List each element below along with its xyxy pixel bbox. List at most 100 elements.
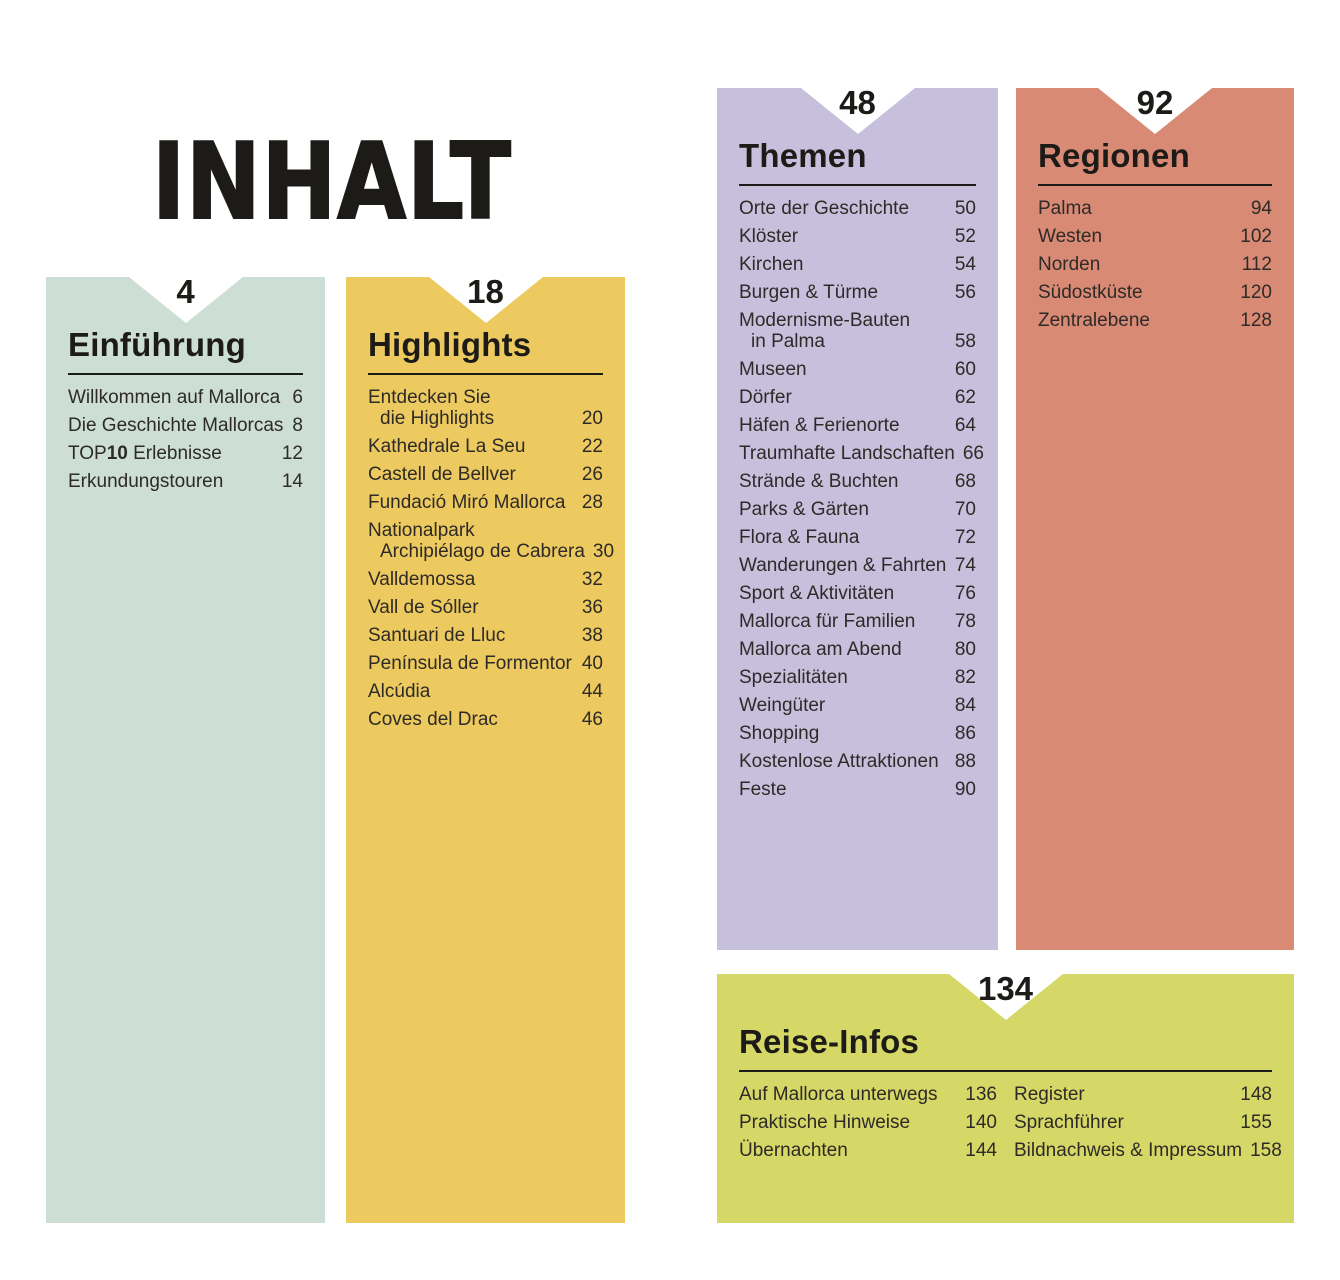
- toc-entry: Feste 90: [739, 779, 976, 800]
- toc-entry: Norden 112: [1038, 254, 1272, 275]
- entry-label: Register: [1014, 1084, 1085, 1105]
- entry-page-number: 28: [581, 492, 603, 513]
- heading-rule: [1038, 184, 1272, 186]
- toc-entry: Traumhafte Landschaften 66: [739, 443, 984, 464]
- entry-page-number: 94: [1250, 198, 1272, 219]
- chapter-start-page: 48: [839, 84, 876, 121]
- entry-page-number: 54: [954, 254, 976, 275]
- entry-label: Shopping: [739, 723, 820, 744]
- entry-label: Mallorca für Familien: [739, 611, 916, 632]
- toc-entry-list: Willkommen auf Mallorca 6 Die Geschichte M…: [68, 387, 303, 492]
- panel-heading: Highlights: [368, 326, 532, 363]
- toc-entry: Modernisme-Bauten in Palma 58: [739, 310, 976, 352]
- entry-page-number: 70: [954, 499, 976, 520]
- toc-entry: Weingüter 84: [739, 695, 976, 716]
- entry-label: Kostenlose Attraktionen: [739, 751, 939, 772]
- entry-page-number: 32: [581, 569, 603, 590]
- toc-entry: Die Geschichte Mallorcas 8: [68, 415, 303, 436]
- toc-entry: Museen 60: [739, 359, 976, 380]
- toc-entry: Spezialitäten 82: [739, 667, 976, 688]
- entry-page-number: 46: [581, 709, 603, 730]
- chapter-start-page: 18: [467, 273, 504, 310]
- toc-columns: Auf Mallorca unterwegs 136 Praktische Hinw…: [739, 1084, 1282, 1168]
- toc-entry: Sprachführer 155: [1014, 1112, 1272, 1133]
- entry-page-number: 66: [962, 443, 984, 464]
- toc-entry-list: Auf Mallorca unterwegs 136 Praktische Hinw…: [739, 1084, 997, 1168]
- entry-label: Übernachten: [739, 1140, 848, 1161]
- toc-entry: Dörfer 62: [739, 387, 976, 408]
- entry-page-number: 62: [954, 387, 976, 408]
- toc-entry: Parks & Gärten 70: [739, 499, 976, 520]
- panel-highlights: 18 Highlights Entdecken Sie die Highlight…: [346, 273, 625, 1223]
- toc-entry: Wanderungen & Fahrten 74: [739, 555, 976, 576]
- entry-page-number: 20: [581, 408, 603, 429]
- toc-entry-list: Register 148 Sprachführer 155 Bildnachweis &…: [1014, 1084, 1282, 1168]
- entry-page-number: 88: [954, 751, 976, 772]
- toc-entry: Bildnachweis & Impressum 158: [1014, 1140, 1282, 1161]
- entry-label: Klöster: [739, 226, 799, 247]
- entry-label: Häfen & Ferienorte: [739, 415, 900, 436]
- toc-entry: Flora & Fauna 72: [739, 527, 976, 548]
- entry-page-number: 68: [954, 471, 976, 492]
- entry-label: Strände & Buchten: [739, 471, 899, 492]
- toc-entry: Nationalpark Archipiélago de Cabrera 30: [368, 520, 614, 562]
- toc-entry: Kostenlose Attraktionen 88: [739, 751, 976, 772]
- entry-label: Dörfer: [739, 387, 792, 408]
- toc-entry-list: Palma 94 Westen 102 Norden 112 Südostküste 120 Z…: [1038, 198, 1272, 331]
- entry-label: Bildnachweis & Impressum: [1014, 1140, 1243, 1161]
- toc-entry: Península de Formentor 40: [368, 653, 603, 674]
- entry-page-number: 36: [581, 597, 603, 618]
- entry-page-number: 64: [954, 415, 976, 436]
- toc-entry: Palma 94: [1038, 198, 1272, 219]
- toc-entry: Coves del Drac 46: [368, 709, 603, 730]
- toc-entry: Häfen & Ferienorte 64: [739, 415, 976, 436]
- entry-label: Mallorca am Abend: [739, 639, 902, 660]
- entry-page-number: 120: [1240, 282, 1272, 303]
- entry-label: Kathedrale La Seu: [368, 436, 526, 457]
- toc-entry: Entdecken Sie die Highlights 20: [368, 387, 603, 429]
- entry-page-number: 8: [292, 415, 303, 436]
- toc-entry: Alcúdia 44: [368, 681, 603, 702]
- entry-label: Norden: [1038, 254, 1101, 275]
- entry-page-number: 148: [1240, 1084, 1272, 1105]
- entry-page-number: 6: [292, 387, 303, 408]
- entry-page-number: 74: [954, 555, 976, 576]
- toc-entry: Valldemossa 32: [368, 569, 603, 590]
- entry-page-number: 90: [954, 779, 976, 800]
- entry-label: Castell de Bellver: [368, 464, 516, 485]
- panel-regionen: 92 Regionen Palma 94 Westen 102 Norden 112 Süd…: [1016, 86, 1294, 950]
- entry-label: Flora & Fauna: [739, 527, 860, 548]
- entry-label: Westen: [1038, 226, 1103, 247]
- toc-entry: Mallorca für Familien 78: [739, 611, 976, 632]
- heading-rule: [739, 184, 976, 186]
- entry-label: Feste: [739, 779, 787, 800]
- entry-page-number: 60: [954, 359, 976, 380]
- toc-entry: Kathedrale La Seu 22: [368, 436, 603, 457]
- toc-entry: TOP10 Erlebnisse 12: [68, 443, 303, 464]
- toc-entry: Kirchen 54: [739, 254, 976, 275]
- toc-entry: Fundació Miró Mallorca 28: [368, 492, 603, 513]
- toc-entry: Sport & Aktivitäten 76: [739, 583, 976, 604]
- toc-entry: Mallorca am Abend 80: [739, 639, 976, 660]
- entry-page-number: 12: [281, 443, 303, 464]
- panel-reise-infos: 134 Reise-Infos Auf Mallorca unterwegs 13…: [717, 972, 1294, 1223]
- toc-entry: Zentralebene 128: [1038, 310, 1272, 331]
- toc-entry: Shopping 86: [739, 723, 976, 744]
- entry-page-number: 112: [1241, 254, 1272, 275]
- entry-page-number: 72: [954, 527, 976, 548]
- entry-label: Fundació Miró Mallorca: [368, 492, 566, 513]
- toc-entry: Südostküste 120: [1038, 282, 1272, 303]
- entry-label: Traumhafte Landschaften: [739, 443, 955, 464]
- entry-page-number: 140: [965, 1112, 997, 1133]
- entry-page-number: 40: [581, 653, 603, 674]
- entry-label: Die Geschichte Mallorcas: [68, 415, 284, 436]
- entry-page-number: 44: [581, 681, 603, 702]
- entry-label: Nationalpark Archipiélago de Cabrera: [368, 520, 585, 562]
- notch-triangle: [800, 88, 915, 134]
- entry-page-number: 38: [581, 625, 603, 646]
- toc-entry: Auf Mallorca unterwegs 136: [739, 1084, 997, 1105]
- panel-themen: 48 Themen Orte der Geschichte 50 Klöster 52…: [717, 84, 998, 950]
- entry-label: Orte der Geschichte: [739, 198, 910, 219]
- entry-page-number: 102: [1240, 226, 1272, 247]
